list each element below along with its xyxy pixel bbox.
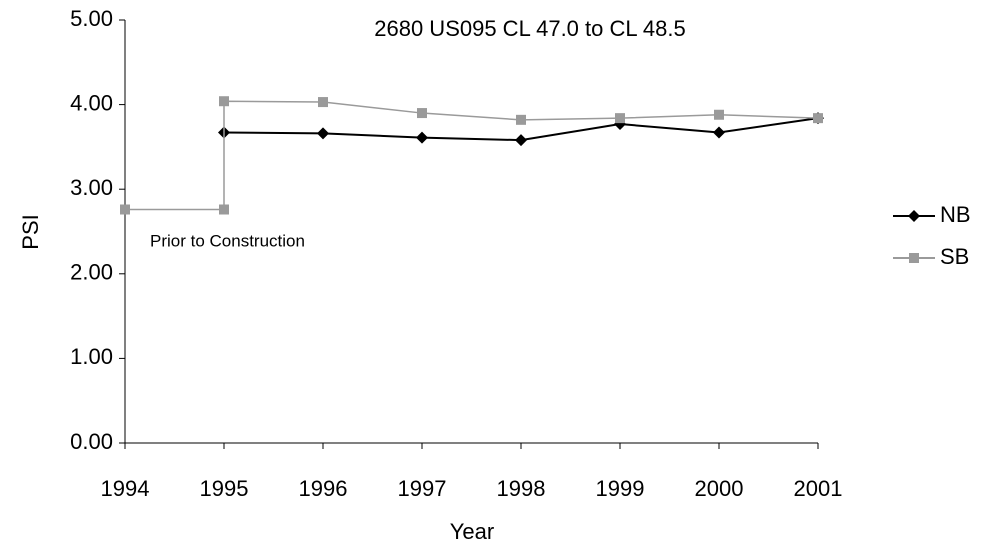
- legend-label: SB: [940, 244, 969, 269]
- data-point: [417, 108, 427, 119]
- data-point: [516, 114, 526, 125]
- data-point: [813, 113, 823, 124]
- x-tick-label: 1995: [200, 476, 249, 501]
- annotation: Prior to Construction: [150, 231, 305, 250]
- data-point: [615, 113, 625, 124]
- x-tick-label: 2001: [794, 476, 843, 501]
- y-tick-label: 3.00: [70, 175, 113, 200]
- legend-marker: [909, 253, 919, 263]
- data-point: [416, 131, 428, 144]
- data-point: [714, 109, 724, 120]
- y-tick-label: 4.00: [70, 90, 113, 115]
- y-tick-label: 1.00: [70, 344, 113, 369]
- y-axis-title: PSI: [18, 214, 43, 249]
- y-tick-label: 2.00: [70, 260, 113, 285]
- x-axis-title: Year: [450, 519, 494, 544]
- x-tick-label: 2000: [695, 476, 744, 501]
- data-point: [219, 96, 229, 107]
- x-tick-label: 1999: [596, 476, 645, 501]
- data-point: [713, 126, 725, 139]
- x-tick-label: 1998: [497, 476, 546, 501]
- x-tick-label: 1996: [299, 476, 348, 501]
- legend-label: NB: [940, 202, 971, 227]
- y-tick-label: 5.00: [70, 6, 113, 31]
- data-point: [515, 134, 527, 147]
- data-point: [318, 97, 328, 108]
- legend-marker: [908, 210, 920, 222]
- chart-title: 2680 US095 CL 47.0 to CL 48.5: [374, 16, 685, 41]
- data-point: [219, 204, 229, 215]
- data-point: [317, 127, 329, 140]
- x-tick-label: 1997: [398, 476, 447, 501]
- data-point: [120, 204, 130, 215]
- x-tick-label: 1994: [101, 476, 150, 501]
- y-tick-label: 0.00: [70, 429, 113, 454]
